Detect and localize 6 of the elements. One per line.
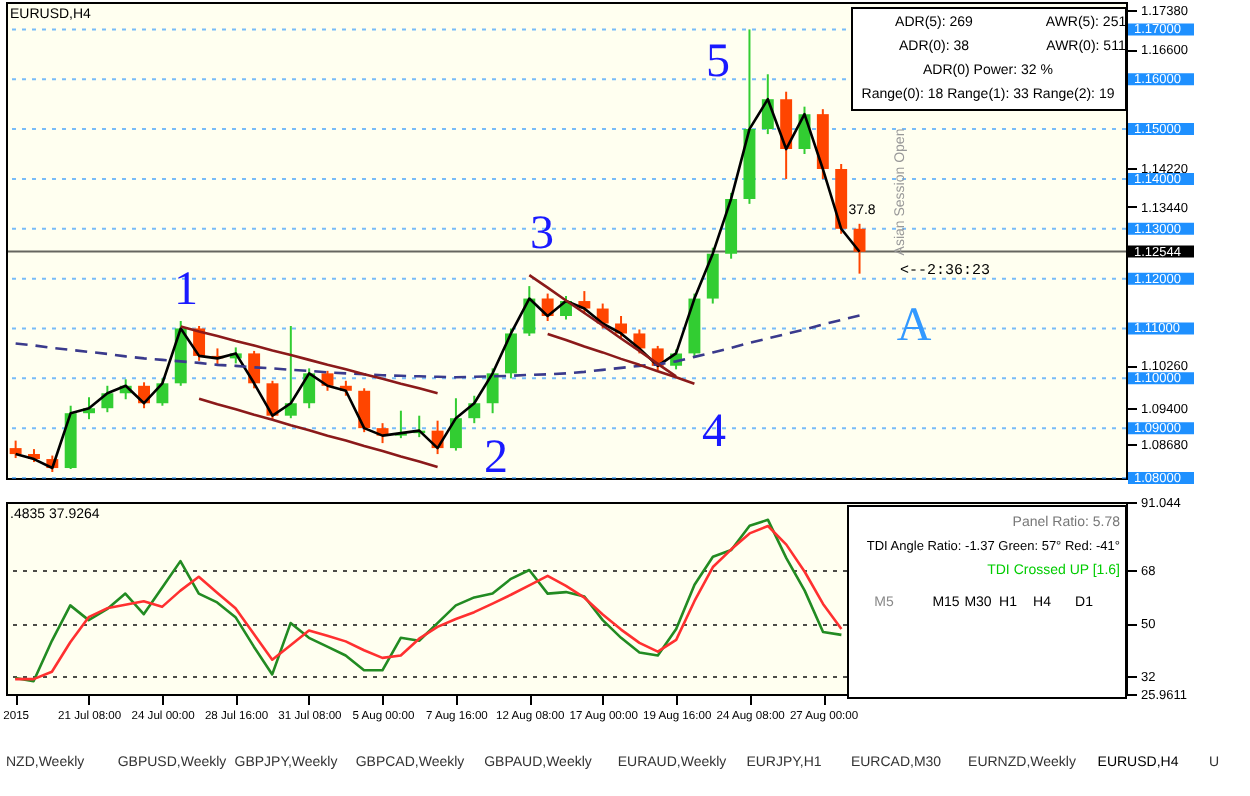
annotation: A <box>896 300 933 352</box>
annotation: 2 <box>484 432 508 484</box>
annotation: 4 <box>702 406 726 458</box>
annotation: 3 <box>530 208 554 260</box>
annotation: 1 <box>174 264 198 316</box>
annotation: 5 <box>706 36 730 88</box>
